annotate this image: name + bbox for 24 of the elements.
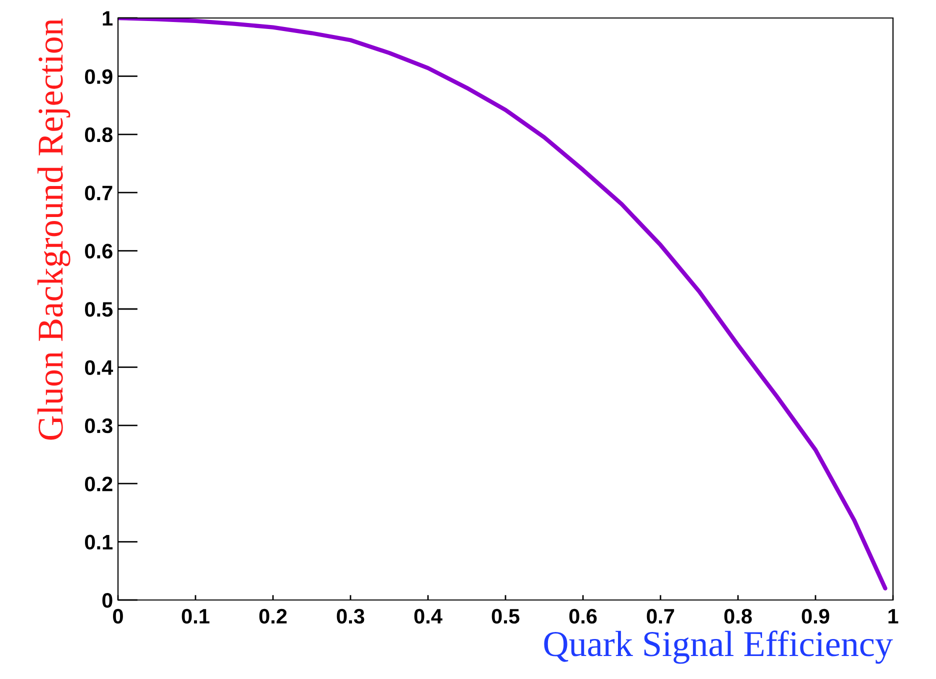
x-tick-label: 0.6: [569, 608, 597, 624]
x-tick-label: 1: [888, 609, 898, 624]
y-tick-label: 0.4: [85, 360, 114, 375]
y-tick-label: 0.3: [85, 418, 112, 434]
y-axis-title: Gluon Background Rejection: [37, 18, 70, 440]
x-tick-label: 0.8: [724, 608, 752, 624]
x-tick-label: 0: [113, 608, 123, 624]
y-tick-label: 0.2: [85, 476, 112, 492]
y-tick-label: 0.8: [85, 127, 113, 142]
y-tick-label: 0.9: [85, 69, 112, 84]
y-tick-label: 0.6: [85, 244, 112, 259]
x-tick-label: 0.3: [336, 608, 364, 624]
x-axis-title: Quark Signal Efficiency: [544, 630, 893, 664]
x-tick-label: 0.5: [492, 608, 520, 624]
y-tick-label: 0.7: [85, 186, 112, 200]
y-tick-label: 0: [102, 593, 112, 608]
x-tick-label: 0.4: [414, 608, 442, 624]
x-tick-label: 0.1: [182, 608, 210, 624]
x-tick-label: 0.2: [259, 608, 287, 624]
x-tick-label: 0.7: [646, 608, 674, 624]
y-tick-label: 0.5: [85, 302, 113, 317]
x-tick-label: 0.9: [802, 608, 830, 624]
y-tick-label: 1: [102, 11, 113, 26]
y-tick-label: 0.1: [85, 534, 113, 550]
